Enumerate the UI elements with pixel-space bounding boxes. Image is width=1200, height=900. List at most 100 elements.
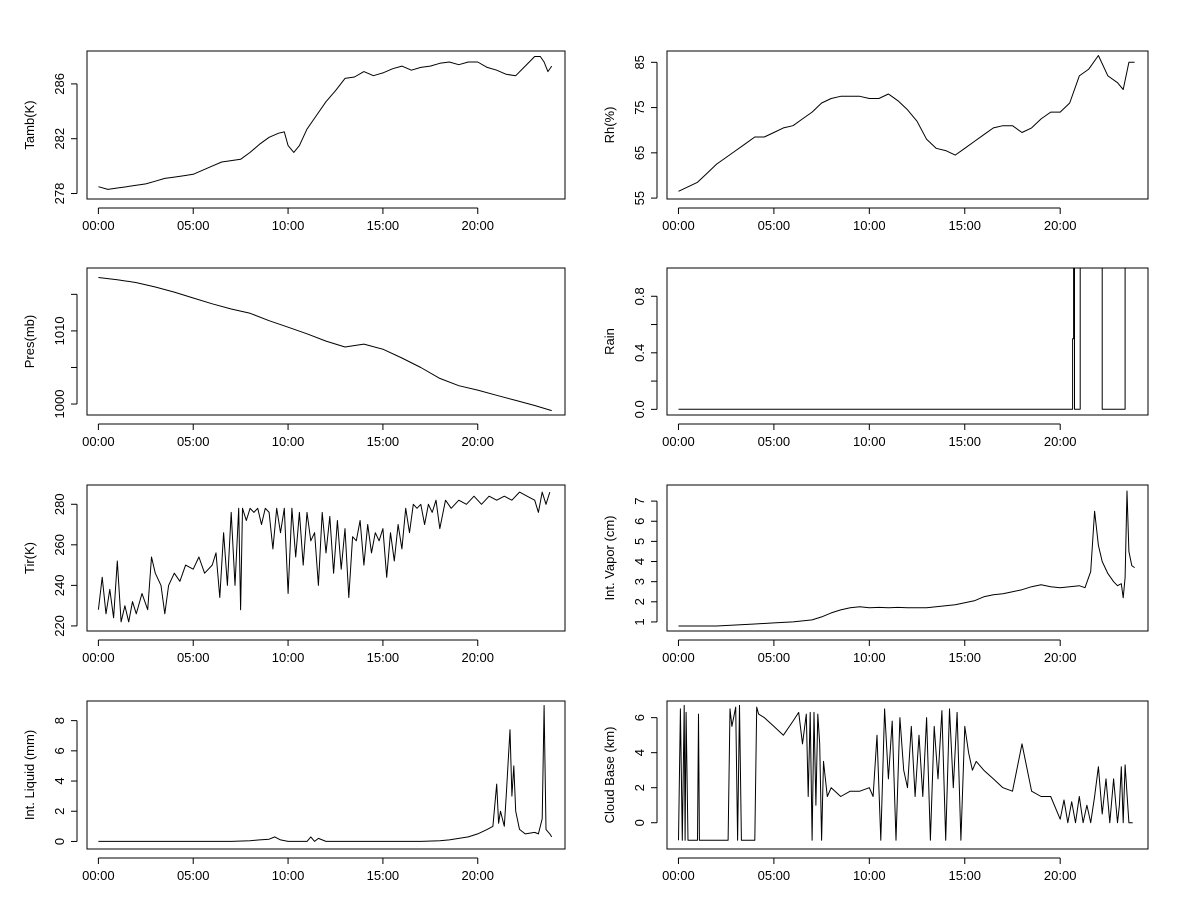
x-axis: 00:00 05:00 10:00 15:00 20:00 [662, 639, 1077, 665]
y-axis-label: Int. Vapor (cm) [602, 515, 617, 600]
series-line-1 [97, 491, 551, 623]
x-tick-label: 15:00 [367, 218, 400, 233]
series-line-1 [678, 704, 1133, 841]
y-tick-label: 278 [52, 183, 67, 205]
y-tick-label: 55 [632, 191, 647, 205]
series-line-1 [678, 267, 1135, 410]
x-tick-label: 10:00 [272, 434, 305, 449]
x-tick-label: 20:00 [461, 434, 494, 449]
y-tick-label: 65 [632, 146, 647, 160]
panel-3: 00:00 05:00 10:00 15:00 20:00 1000 1010 Pres(mb… [22, 267, 566, 449]
x-tick-label: 10:00 [853, 434, 886, 449]
plot-frame [86, 700, 566, 850]
y-tick-label: 1010 [52, 316, 67, 345]
x-tick-label: 00:00 [662, 434, 695, 449]
x-tick-label: 05:00 [758, 650, 791, 665]
y-axis-label: Tamb(K) [22, 100, 37, 149]
y-tick-label: 286 [52, 73, 67, 95]
x-tick-label: 00:00 [662, 218, 695, 233]
y-tick-label: 75 [632, 100, 647, 114]
x-tick-label: 10:00 [272, 868, 305, 883]
y-axis: 0.0 0.4 0.8 [632, 287, 658, 418]
y-tick-label: 0 [52, 838, 67, 845]
x-axis: 00:00 05:00 10:00 15:00 20:00 [82, 423, 494, 449]
y-axis: 278 282 286 [52, 73, 78, 205]
x-tick-label: 10:00 [853, 218, 886, 233]
x-tick-label: 05:00 [758, 434, 791, 449]
y-tick-label: 5 [632, 538, 647, 545]
x-tick-label: 15:00 [948, 868, 981, 883]
y-tick-label: 0.0 [632, 400, 647, 418]
y-tick-label: 8 [52, 717, 67, 724]
plot-frame [666, 50, 1149, 200]
x-tick-label: 20:00 [1044, 434, 1077, 449]
x-tick-label: 15:00 [367, 434, 400, 449]
x-tick-label: 00:00 [662, 650, 695, 665]
y-axis: 1000 1010 [52, 293, 78, 419]
x-tick-label: 10:00 [853, 868, 886, 883]
plot-frame [666, 700, 1149, 850]
y-tick-label: 240 [52, 575, 67, 597]
series-line-1 [98, 705, 553, 842]
y-tick-label: 260 [52, 534, 67, 556]
panel-7: 00:00 05:00 10:00 15:00 20:00 0 2 4 6 8 Int. Liqui… [22, 700, 566, 883]
y-tick-label: 2 [632, 784, 647, 791]
y-tick-label: 282 [52, 128, 67, 150]
plot-frame [86, 267, 566, 416]
x-tick-label: 00:00 [662, 868, 695, 883]
panel-6: 00:00 05:00 10:00 15:00 20:00 1 2 3 4 5 6 7 Int. Vap… [602, 484, 1149, 665]
y-tick-label: 6 [632, 518, 647, 525]
x-tick-label: 05:00 [177, 868, 210, 883]
panel-1: 00:00 05:00 10:00 15:00 20:00 278 282 286 Tamb(K… [22, 50, 566, 233]
y-axis: 1 2 3 4 5 6 7 [632, 497, 658, 626]
y-tick-label: 85 [632, 55, 647, 69]
y-tick-label: 7 [632, 497, 647, 504]
y-axis: 0 2 4 6 8 [52, 717, 78, 845]
x-tick-label: 05:00 [758, 868, 791, 883]
y-tick-label: 1000 [52, 390, 67, 419]
x-tick-label: 00:00 [82, 868, 115, 883]
y-tick-label: 6 [632, 714, 647, 721]
x-tick-label: 15:00 [948, 650, 981, 665]
x-tick-label: 05:00 [177, 434, 210, 449]
y-axis: 55 65 75 85 [632, 55, 658, 205]
y-axis-label: Cloud Base (km) [602, 727, 617, 824]
x-tick-label: 00:00 [82, 218, 115, 233]
x-axis: 00:00 05:00 10:00 15:00 20:00 [662, 857, 1077, 883]
x-tick-label: 05:00 [177, 650, 210, 665]
plot-frame [666, 267, 1149, 416]
x-tick-label: 20:00 [461, 868, 494, 883]
y-tick-label: 0.4 [632, 344, 647, 362]
y-axis: 220 240 260 280 [52, 493, 78, 637]
y-tick-label: 280 [52, 493, 67, 515]
x-tick-label: 10:00 [272, 650, 305, 665]
y-axis-label: Tir(K) [22, 542, 37, 574]
x-tick-label: 05:00 [177, 218, 210, 233]
x-tick-label: 20:00 [461, 650, 494, 665]
y-tick-label: 6 [52, 747, 67, 754]
y-tick-label: 2 [52, 808, 67, 815]
y-tick-label: 4 [632, 558, 647, 565]
panel-5: 00:00 05:00 10:00 15:00 20:00 220 240 260 280 Tir… [22, 484, 566, 665]
x-tick-label: 10:00 [272, 218, 305, 233]
plot-frame [86, 484, 566, 632]
y-tick-label: 2 [632, 598, 647, 605]
y-tick-label: 4 [52, 777, 67, 784]
y-axis-label: Rh(%) [602, 107, 617, 144]
x-tick-label: 15:00 [948, 218, 981, 233]
x-tick-label: 15:00 [367, 650, 400, 665]
x-tick-label: 10:00 [853, 650, 886, 665]
y-tick-label: 0.8 [632, 287, 647, 305]
x-tick-label: 00:00 [82, 650, 115, 665]
x-tick-label: 20:00 [1044, 868, 1077, 883]
x-tick-label: 15:00 [948, 434, 981, 449]
x-tick-label: 05:00 [758, 218, 791, 233]
plot-frame [666, 484, 1149, 632]
x-tick-label: 20:00 [1044, 650, 1077, 665]
y-tick-label: 0 [632, 819, 647, 826]
x-axis: 00:00 05:00 10:00 15:00 20:00 [662, 207, 1076, 233]
panel-8: 00:00 05:00 10:00 15:00 20:00 0 2 4 6 Cloud Base … [602, 700, 1149, 883]
x-axis: 00:00 05:00 10:00 15:00 20:00 [662, 423, 1077, 449]
y-tick-label: 3 [632, 578, 647, 585]
y-tick-label: 220 [52, 615, 67, 637]
